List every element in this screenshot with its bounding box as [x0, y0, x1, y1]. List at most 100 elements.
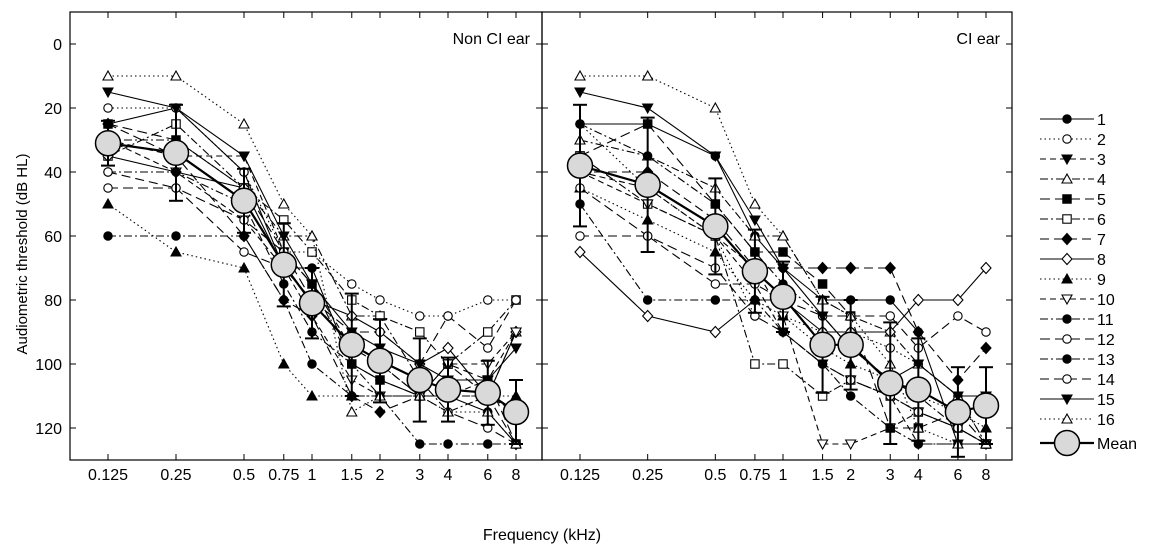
legend-label: 7 — [1097, 232, 1106, 249]
x-tick-label: 6 — [953, 467, 962, 484]
series-point — [953, 311, 963, 321]
x-tick-label: 3 — [886, 467, 895, 484]
axes-layer: Non CI ear 0 20 40 60 80 100 120 0.125 0.25 0.5 0.7… — [35, 11, 1013, 484]
x-tick-label: 2 — [376, 467, 385, 484]
mean-point — [434, 376, 462, 403]
panel-title-2: CI ear — [956, 31, 1000, 48]
series-point — [952, 293, 964, 307]
series-line — [579, 203, 986, 445]
series-point — [415, 327, 425, 337]
legend-label: 1 — [1097, 112, 1106, 129]
series-point — [710, 295, 721, 305]
legend-marker — [1062, 194, 1072, 204]
series-point — [442, 341, 454, 355]
legend-item-5: 5 — [1040, 192, 1106, 209]
series-15-panel-2 — [574, 87, 992, 403]
series-point — [816, 439, 829, 451]
series-point — [277, 357, 290, 369]
x-tick-label: 6 — [483, 467, 492, 484]
series-point — [483, 295, 493, 305]
series-point — [306, 389, 318, 401]
series-point — [307, 247, 317, 257]
x-tick-label: 1.5 — [341, 467, 363, 484]
mean-point — [338, 331, 366, 359]
legend-item-1: 1 — [1040, 112, 1106, 129]
series-point — [885, 311, 895, 321]
legend-label: 16 — [1097, 412, 1115, 429]
series-point — [574, 87, 586, 99]
legend-label: 15 — [1097, 392, 1115, 409]
series-point — [816, 261, 829, 275]
legend-marker — [1062, 214, 1072, 224]
legend-item-12: 12 — [1040, 332, 1115, 349]
legend-label: 4 — [1097, 172, 1106, 189]
legend-item-9: 9 — [1040, 272, 1106, 289]
legend-item-16: 16 — [1040, 412, 1115, 429]
legend-marker — [1062, 314, 1072, 324]
mean-point — [298, 289, 326, 317]
x-tick-label: 0.25 — [160, 467, 191, 484]
series-point — [981, 327, 991, 337]
legend-label: 13 — [1097, 352, 1115, 369]
series-point — [778, 359, 788, 369]
mean-layer — [94, 103, 1000, 458]
x-tick-label: 2 — [846, 467, 855, 484]
series-line — [580, 235, 987, 349]
x-tick-label: 1 — [779, 467, 788, 484]
series-16-panel-1 — [102, 69, 522, 449]
legend-label: 5 — [1097, 192, 1106, 209]
series-point — [845, 391, 856, 401]
series-point — [347, 279, 357, 289]
series-point — [170, 245, 182, 257]
x-axis-label: Frequency (kHz) — [483, 527, 601, 544]
series-point — [171, 231, 181, 241]
y-tick-label: 60 — [44, 229, 62, 246]
x-tick-label: 0.5 — [233, 467, 255, 484]
series-line — [579, 123, 987, 445]
series-point — [980, 341, 992, 355]
series-point — [375, 295, 385, 305]
series-point — [748, 197, 761, 209]
legend-label: 2 — [1097, 132, 1106, 149]
series-point — [778, 247, 788, 257]
series-point — [483, 343, 493, 353]
series-point — [170, 69, 182, 81]
x-tick-label: 1 — [308, 467, 317, 484]
series-point — [103, 231, 113, 241]
mean-series-panel-1 — [94, 103, 530, 445]
series-point — [238, 151, 250, 163]
series-point — [307, 359, 317, 369]
legend-marker — [1061, 154, 1073, 166]
x-tick-label: 1.5 — [811, 467, 833, 484]
series-point — [103, 183, 113, 193]
x-tick-label: 8 — [982, 467, 991, 484]
y-tick-label: 0 — [53, 37, 62, 54]
series-point — [238, 261, 250, 273]
legend-marker — [1062, 374, 1072, 384]
series-point — [844, 261, 857, 275]
series-point — [415, 439, 425, 449]
series-point — [443, 311, 453, 321]
legend-item-14: 14 — [1040, 372, 1115, 389]
series-point — [102, 69, 114, 81]
legend-label: 14 — [1097, 372, 1115, 389]
legend-item-7: 7 — [1040, 232, 1106, 249]
x-tick-label: 8 — [512, 467, 521, 484]
mean-point — [502, 398, 530, 426]
series-point — [641, 69, 654, 81]
panel-title-1: Non CI ear — [453, 31, 531, 48]
series-point — [510, 327, 522, 339]
mean-point — [230, 187, 258, 215]
series-point — [574, 69, 586, 81]
y-tick-label: 80 — [44, 293, 62, 310]
mean-point — [905, 376, 932, 403]
y-tick-label: 100 — [35, 357, 62, 374]
series-point — [415, 311, 425, 321]
legend-marker — [1061, 394, 1073, 406]
legend-marker — [1062, 134, 1072, 144]
legend-label: 6 — [1097, 212, 1106, 229]
series-point — [306, 229, 318, 241]
series-line — [107, 123, 517, 445]
